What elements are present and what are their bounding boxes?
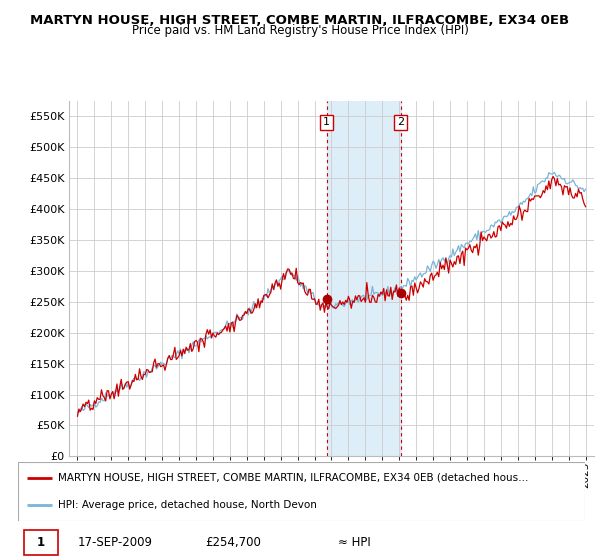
Text: Price paid vs. HM Land Registry's House Price Index (HPI): Price paid vs. HM Land Registry's House … <box>131 24 469 37</box>
Bar <box>327 101 401 456</box>
Text: 1: 1 <box>37 536 45 549</box>
Text: MARTYN HOUSE, HIGH STREET, COMBE MARTIN, ILFRACOMBE, EX34 0EB: MARTYN HOUSE, HIGH STREET, COMBE MARTIN,… <box>31 14 569 27</box>
Text: 1: 1 <box>323 118 330 128</box>
Text: £254,700: £254,700 <box>205 536 261 549</box>
Text: ≈ HPI: ≈ HPI <box>338 536 371 549</box>
FancyBboxPatch shape <box>23 530 58 556</box>
Text: MARTYN HOUSE, HIGH STREET, COMBE MARTIN, ILFRACOMBE, EX34 0EB (detached hous…: MARTYN HOUSE, HIGH STREET, COMBE MARTIN,… <box>58 473 528 483</box>
Text: 2: 2 <box>397 118 404 128</box>
Text: 17-SEP-2009: 17-SEP-2009 <box>77 536 152 549</box>
Text: HPI: Average price, detached house, North Devon: HPI: Average price, detached house, Nort… <box>58 500 317 510</box>
